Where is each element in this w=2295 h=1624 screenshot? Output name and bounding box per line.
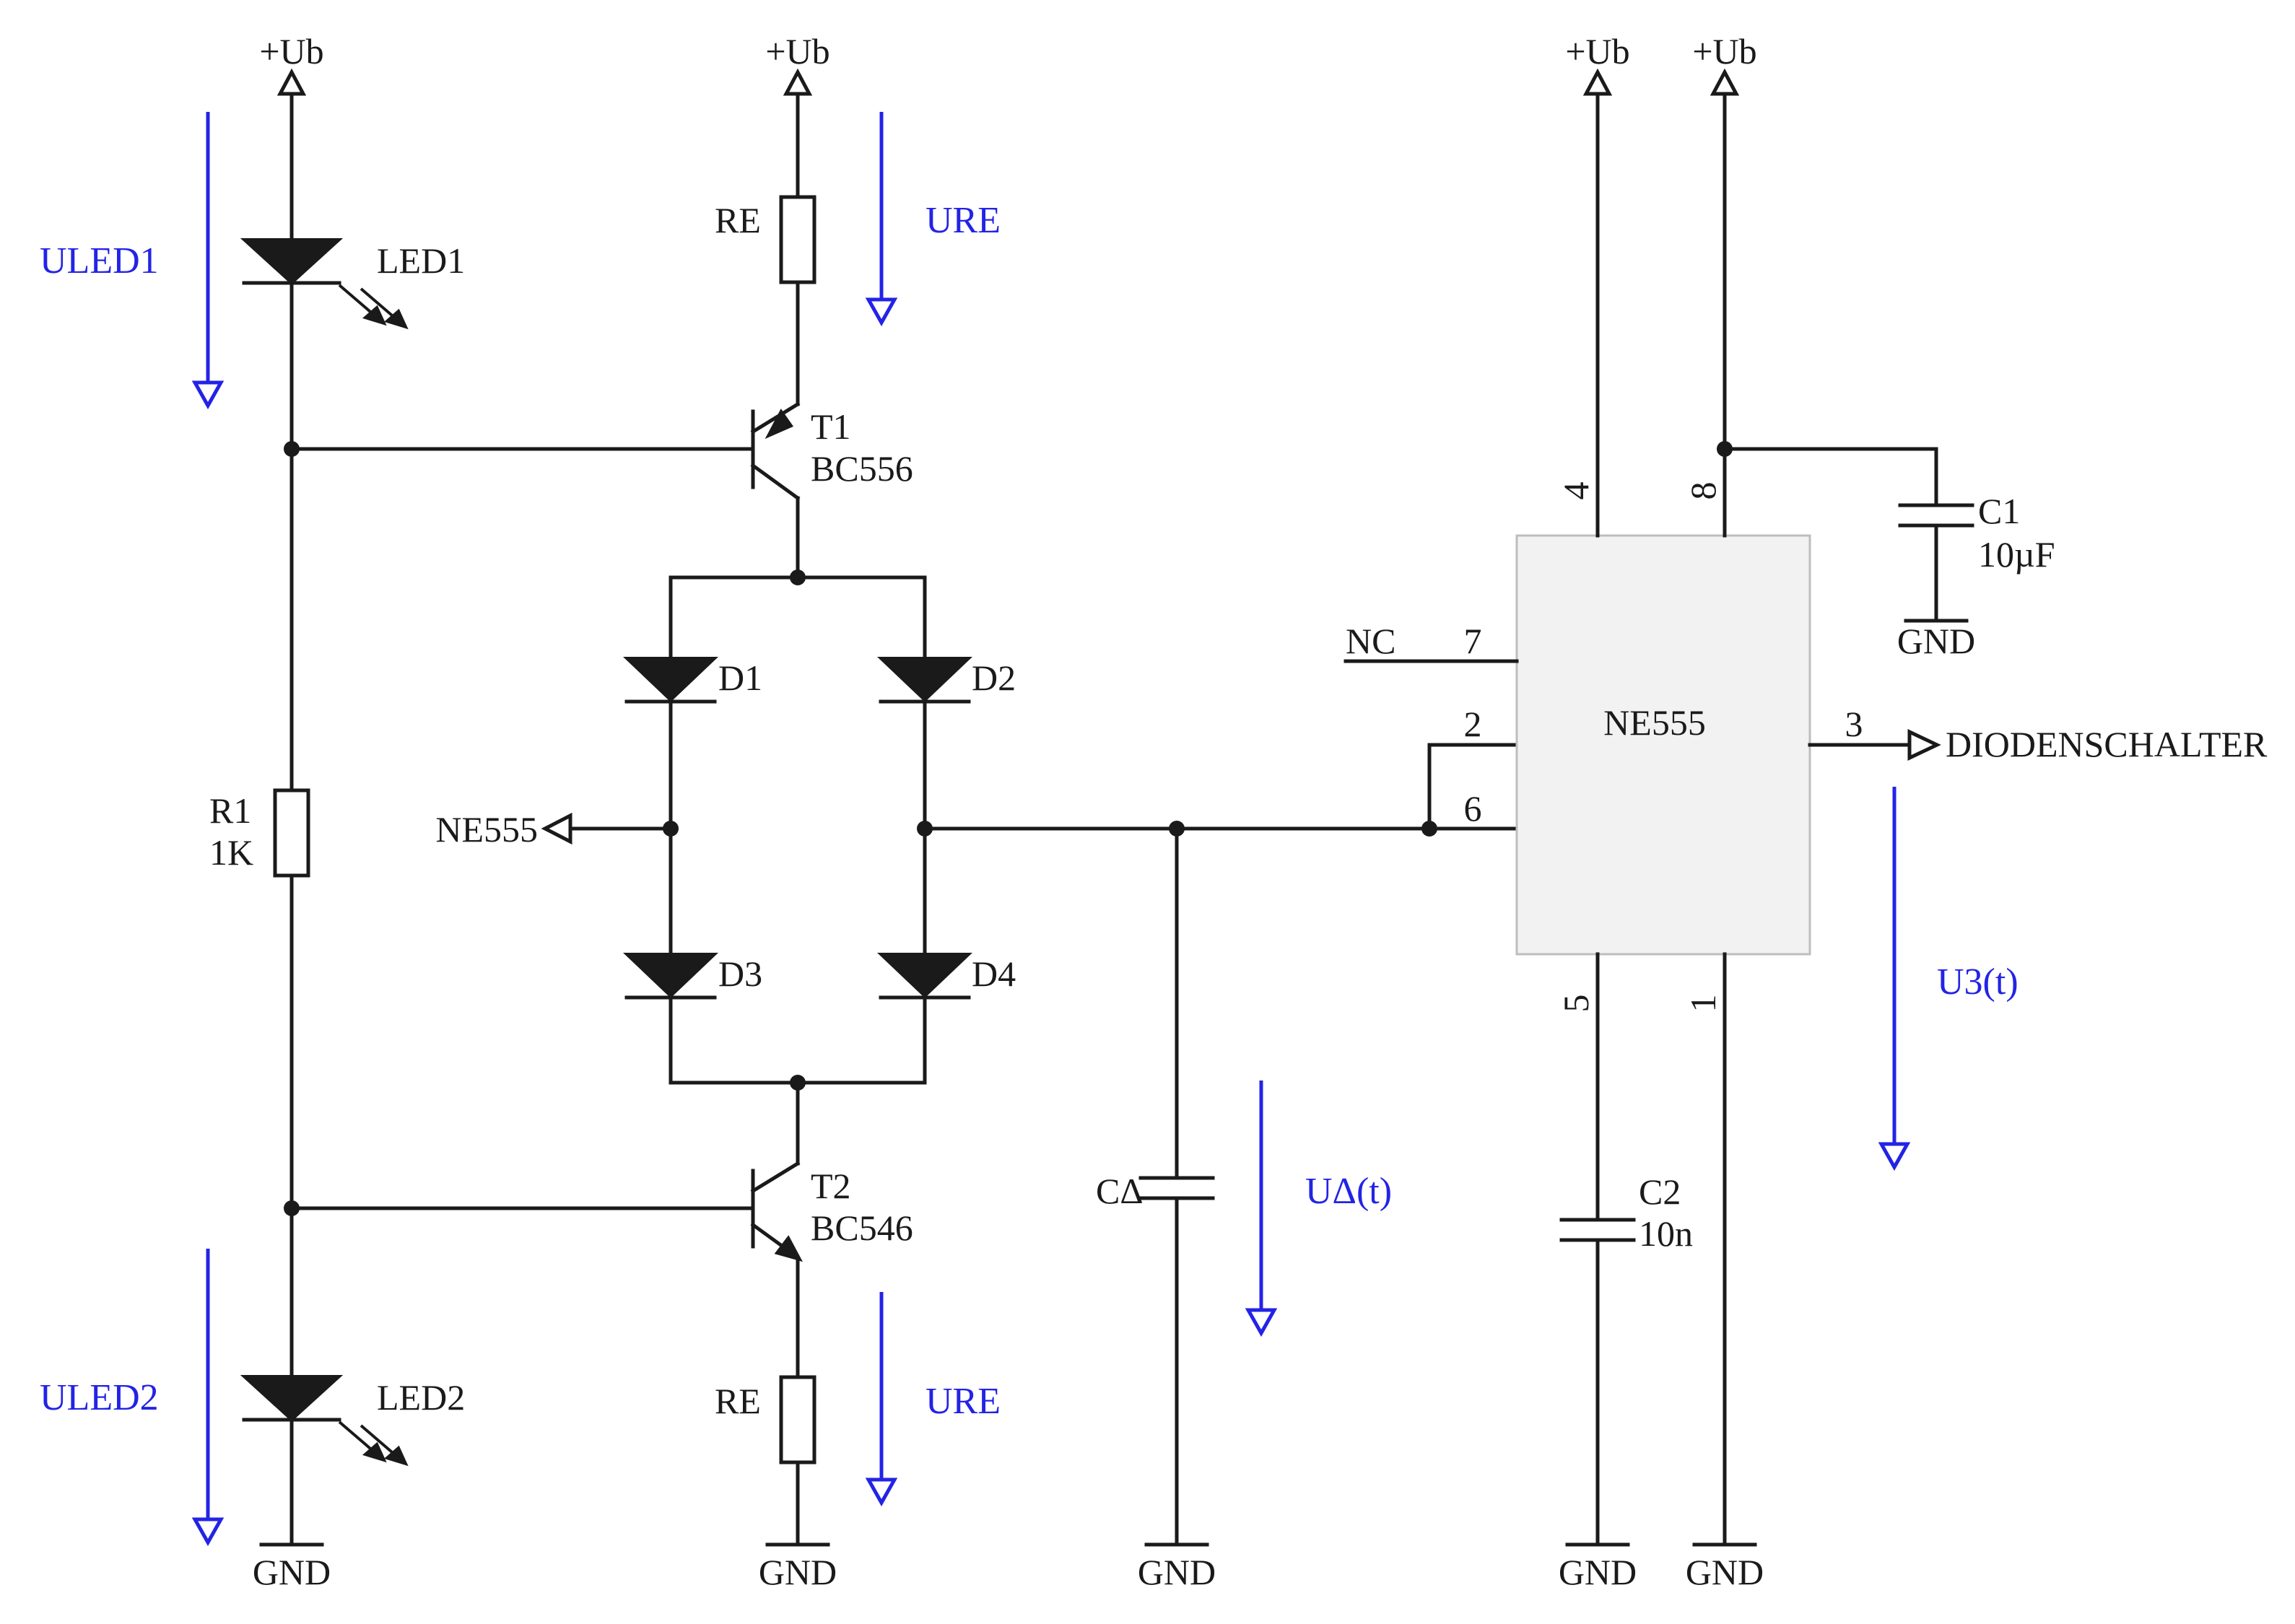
vcc-label-4: +Ub <box>1692 31 1756 71</box>
led2-label: LED2 <box>377 1377 465 1418</box>
vcc-label-3: +Ub <box>1565 31 1629 71</box>
left-branch <box>240 90 409 1547</box>
pin-6-label: 6 <box>1464 788 1482 829</box>
uled1-label: ULED1 <box>40 240 159 281</box>
pin-8-label: 8 <box>1683 482 1723 500</box>
udelta-label: UΔ(t) <box>1305 1171 1392 1212</box>
gnd-label-1: GND <box>253 1552 331 1592</box>
u3-label: U3(t) <box>1937 961 2019 1003</box>
re-bottom-label: RE <box>715 1381 761 1421</box>
pin-5-label: 5 <box>1556 995 1596 1013</box>
pin-4-label: 4 <box>1556 482 1596 500</box>
led2-symbol <box>240 1375 409 1467</box>
d1-label: D1 <box>718 658 762 698</box>
c2-value-label: 10n <box>1639 1213 1693 1254</box>
gnd-label-5: GND <box>1686 1552 1764 1592</box>
nc-label: NC <box>1346 621 1395 661</box>
c-delta-label: CΔ <box>1096 1171 1144 1211</box>
c-delta-branch <box>923 743 1519 1547</box>
re-bottom-resistor <box>779 1375 816 1464</box>
uled2-label: ULED2 <box>40 1377 159 1418</box>
c1-value-label: 10µF <box>1978 534 2055 575</box>
pin-7-label: 7 <box>1464 621 1482 661</box>
t1-part-label: BC556 <box>811 448 913 489</box>
ic-name-label: NE555 <box>1603 702 1706 743</box>
diode-bridge <box>541 575 973 1091</box>
d2-label: D2 <box>972 658 1016 698</box>
gnd-label-4: GND <box>1559 1552 1637 1592</box>
pin-3-label: 3 <box>1845 704 1863 744</box>
vcc-label-1: +Ub <box>259 31 323 71</box>
gnd-label-c1: GND <box>1897 621 1975 661</box>
pin-1-label: 1 <box>1683 995 1723 1013</box>
t1-label: T1 <box>811 406 851 447</box>
led1-label: LED1 <box>377 240 465 281</box>
re-top-resistor <box>779 195 816 284</box>
ure-top-label: URE <box>926 200 1001 241</box>
ne555-port-label: NE555 <box>435 809 538 850</box>
gnd-label-2: GND <box>759 1552 837 1592</box>
output-label: DIODENSCHALTER <box>1946 724 2268 764</box>
t2-branch <box>289 1081 816 1547</box>
d3-label: D3 <box>718 953 762 994</box>
vcc-label-2: +Ub <box>765 31 829 71</box>
c2-label: C2 <box>1639 1171 1681 1212</box>
pin-2-label: 2 <box>1464 704 1482 744</box>
ure-bottom-label: URE <box>926 1381 1001 1422</box>
vcc-symbols <box>276 68 1740 96</box>
t1-branch <box>289 90 816 585</box>
r1-resistor <box>273 788 310 878</box>
t2-part-label: BC546 <box>811 1208 913 1248</box>
voltage-arrows <box>191 112 1911 1547</box>
t2-label: T2 <box>811 1166 851 1206</box>
ne555-ic <box>1344 90 1974 1547</box>
c1-label: C1 <box>1978 491 2020 531</box>
led1-symbol <box>240 238 409 330</box>
d4-label: D4 <box>972 953 1016 994</box>
ne555-body <box>1515 534 1811 956</box>
r1-value-label: 1K <box>209 832 253 873</box>
labels: +Ub +Ub +Ub +Ub GND GND GND GND GND GND … <box>40 31 2268 1592</box>
gnd-label-3: GND <box>1138 1552 1216 1592</box>
re-top-label: RE <box>715 200 761 240</box>
r1-label: R1 <box>209 790 251 831</box>
